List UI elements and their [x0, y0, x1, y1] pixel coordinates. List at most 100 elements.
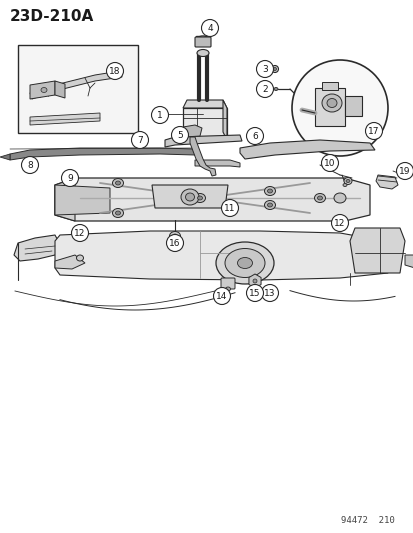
Text: 23D-210A: 23D-210A: [10, 9, 94, 24]
Circle shape: [62, 169, 78, 187]
Ellipse shape: [169, 231, 180, 240]
Polygon shape: [183, 108, 226, 140]
Text: 16: 16: [169, 238, 180, 247]
Ellipse shape: [271, 66, 278, 72]
Text: 5: 5: [177, 131, 183, 140]
FancyBboxPatch shape: [195, 37, 211, 47]
Text: 7: 7: [137, 135, 142, 144]
Circle shape: [106, 62, 123, 79]
Circle shape: [331, 214, 348, 231]
Polygon shape: [55, 231, 387, 280]
Text: 12: 12: [74, 229, 85, 238]
Text: 14: 14: [216, 292, 227, 301]
Text: 18: 18: [109, 67, 121, 76]
Text: 8: 8: [27, 160, 33, 169]
Text: 94472  210: 94472 210: [340, 516, 394, 525]
Text: 11: 11: [224, 204, 235, 213]
Text: 2: 2: [261, 85, 267, 93]
Circle shape: [201, 20, 218, 36]
Text: 6: 6: [252, 132, 257, 141]
Polygon shape: [165, 135, 242, 147]
Ellipse shape: [197, 50, 209, 56]
Polygon shape: [0, 154, 10, 160]
Ellipse shape: [172, 234, 177, 238]
Text: 15: 15: [249, 288, 260, 297]
Ellipse shape: [264, 187, 275, 196]
Ellipse shape: [112, 179, 123, 188]
Polygon shape: [183, 100, 226, 108]
Circle shape: [131, 132, 148, 149]
Text: 4: 4: [206, 23, 212, 33]
Polygon shape: [344, 96, 361, 116]
Ellipse shape: [342, 183, 346, 187]
Ellipse shape: [264, 200, 275, 209]
Ellipse shape: [41, 87, 47, 93]
Polygon shape: [55, 255, 85, 269]
Polygon shape: [30, 81, 55, 99]
Circle shape: [321, 155, 338, 172]
Polygon shape: [183, 125, 202, 137]
Circle shape: [261, 285, 278, 302]
Polygon shape: [55, 178, 75, 221]
Text: 3: 3: [261, 64, 267, 74]
Ellipse shape: [317, 196, 322, 200]
Text: 12: 12: [334, 219, 345, 228]
Circle shape: [166, 235, 183, 252]
Polygon shape: [55, 178, 369, 221]
Circle shape: [256, 61, 273, 77]
Ellipse shape: [115, 211, 120, 215]
Ellipse shape: [273, 68, 276, 70]
Text: 1: 1: [157, 110, 162, 119]
Polygon shape: [190, 137, 216, 176]
Ellipse shape: [237, 257, 252, 269]
Polygon shape: [349, 228, 404, 273]
Polygon shape: [14, 235, 62, 261]
FancyBboxPatch shape: [221, 278, 235, 289]
Polygon shape: [30, 71, 122, 99]
Text: 17: 17: [367, 126, 379, 135]
Polygon shape: [375, 175, 397, 189]
Ellipse shape: [185, 193, 194, 201]
Polygon shape: [404, 255, 413, 268]
Polygon shape: [10, 148, 199, 160]
Circle shape: [21, 157, 38, 174]
Ellipse shape: [314, 193, 325, 203]
Circle shape: [396, 163, 413, 180]
Polygon shape: [314, 88, 344, 126]
Circle shape: [246, 285, 263, 302]
Ellipse shape: [115, 181, 120, 185]
Ellipse shape: [267, 203, 272, 207]
Ellipse shape: [224, 248, 264, 278]
Polygon shape: [30, 113, 100, 125]
Ellipse shape: [345, 180, 349, 182]
Polygon shape: [195, 160, 240, 167]
Ellipse shape: [112, 208, 123, 217]
Polygon shape: [55, 81, 65, 98]
Ellipse shape: [197, 196, 202, 200]
Ellipse shape: [273, 87, 277, 91]
Text: 19: 19: [398, 166, 410, 175]
Ellipse shape: [76, 255, 83, 261]
Circle shape: [291, 60, 387, 156]
Ellipse shape: [225, 287, 230, 291]
Polygon shape: [321, 82, 337, 90]
Text: 13: 13: [263, 288, 275, 297]
Ellipse shape: [343, 177, 351, 184]
Polygon shape: [55, 185, 110, 215]
Polygon shape: [152, 185, 228, 208]
Text: 10: 10: [323, 158, 335, 167]
Ellipse shape: [321, 94, 341, 112]
Ellipse shape: [216, 242, 273, 284]
Polygon shape: [223, 100, 226, 140]
Circle shape: [246, 127, 263, 144]
Ellipse shape: [180, 189, 199, 205]
Circle shape: [71, 224, 88, 241]
Circle shape: [151, 107, 168, 124]
Ellipse shape: [333, 193, 345, 203]
Circle shape: [221, 199, 238, 216]
Polygon shape: [240, 140, 374, 159]
Ellipse shape: [326, 99, 336, 108]
Text: 9: 9: [67, 174, 73, 182]
Circle shape: [213, 287, 230, 304]
Ellipse shape: [267, 189, 272, 193]
